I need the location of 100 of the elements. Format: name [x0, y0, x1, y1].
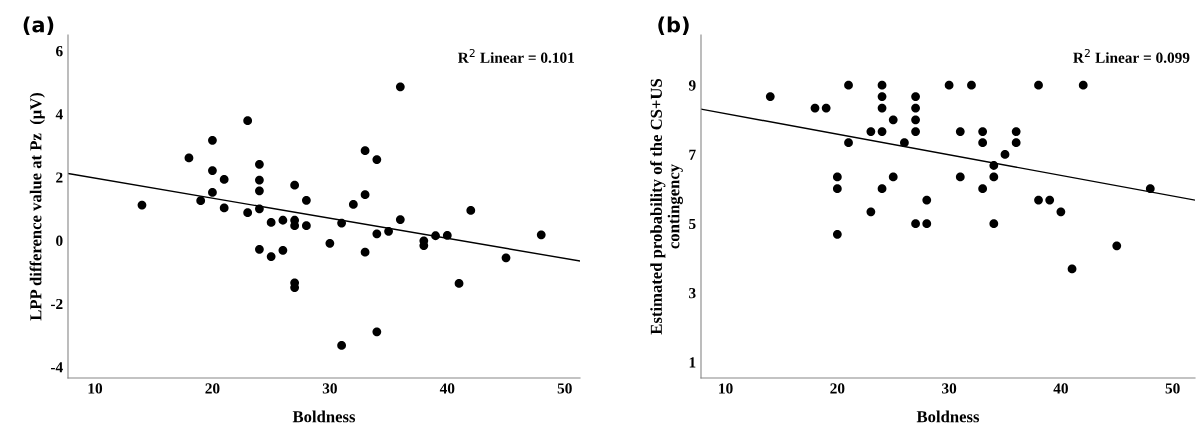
point [832, 184, 842, 194]
x-tick-label: 40 [439, 383, 455, 394]
point [866, 127, 876, 136]
annotation: R$^{2}$ Linear = 0.101 [457, 48, 574, 63]
point [301, 221, 311, 231]
point [266, 252, 276, 261]
point [442, 231, 452, 240]
point [266, 218, 276, 227]
y-tick-label: 6 [56, 45, 63, 57]
x-tick-label: 30 [942, 383, 957, 394]
point [922, 219, 932, 229]
point [454, 279, 464, 288]
point [1056, 207, 1066, 217]
point [911, 127, 920, 136]
point [1011, 127, 1021, 136]
point [325, 238, 335, 248]
point [255, 186, 264, 196]
y-tick-label: 4 [55, 109, 63, 120]
point [944, 80, 954, 90]
annotation: R$^{2}$ Linear = 0.099 [1073, 48, 1190, 63]
point [360, 247, 370, 257]
y-tick-label: 9 [688, 80, 696, 91]
y-tick-label: 1 [689, 357, 696, 368]
x-tick-label: 20 [205, 383, 220, 394]
point [911, 219, 920, 229]
point [922, 195, 932, 205]
point [989, 172, 999, 182]
point [219, 175, 229, 184]
point [989, 161, 999, 170]
point [184, 153, 194, 163]
point [978, 127, 988, 136]
point [911, 103, 920, 113]
chart-title: (a) [23, 16, 54, 35]
point [395, 215, 405, 225]
point [431, 231, 440, 241]
point [243, 208, 253, 218]
point [989, 219, 999, 229]
point [278, 215, 288, 225]
y-tick-label: 3 [689, 288, 696, 299]
point [844, 138, 853, 148]
x-axis-title: Boldness [916, 410, 980, 423]
point [832, 172, 842, 182]
point [877, 184, 887, 194]
point [372, 229, 382, 239]
point [219, 203, 229, 213]
x-tick-label: 40 [1053, 383, 1068, 394]
point [360, 146, 370, 156]
y-tick-label: 5 [689, 218, 696, 230]
point [955, 172, 965, 182]
point [208, 135, 217, 145]
point [372, 155, 382, 164]
point [337, 218, 347, 228]
point [866, 207, 876, 217]
point [1067, 264, 1077, 274]
point [255, 159, 264, 169]
point [208, 188, 217, 197]
point [832, 229, 842, 239]
point [911, 92, 920, 101]
point [1000, 150, 1010, 159]
point [255, 204, 264, 214]
point [1078, 80, 1088, 90]
point [255, 244, 264, 254]
point [888, 115, 898, 125]
point [1145, 184, 1155, 194]
point [290, 180, 300, 190]
point [243, 116, 253, 126]
point [301, 195, 311, 205]
point [877, 80, 887, 90]
point [348, 200, 358, 209]
point [810, 103, 820, 113]
point [978, 184, 988, 194]
point [1034, 195, 1043, 205]
point [877, 92, 887, 101]
point [844, 80, 853, 90]
point [501, 253, 511, 263]
point [536, 230, 546, 240]
point [384, 226, 393, 236]
point [888, 172, 898, 182]
x-tick-label: 30 [322, 383, 337, 394]
point [337, 341, 347, 350]
point [911, 115, 920, 125]
point [1045, 195, 1055, 205]
point [372, 327, 382, 337]
point [955, 127, 965, 136]
point [278, 245, 288, 255]
point [967, 80, 976, 90]
point [255, 175, 264, 185]
point [466, 206, 476, 215]
point [765, 92, 775, 101]
point [978, 138, 988, 148]
point [877, 127, 887, 136]
point [395, 82, 405, 92]
point [1034, 80, 1043, 90]
point [137, 200, 147, 210]
x-tick-label: 50 [1165, 383, 1180, 394]
point [208, 166, 217, 176]
x-tick-label: 10 [88, 383, 103, 394]
point [821, 103, 831, 113]
point [900, 138, 909, 148]
x-tick-label: 20 [830, 383, 845, 394]
